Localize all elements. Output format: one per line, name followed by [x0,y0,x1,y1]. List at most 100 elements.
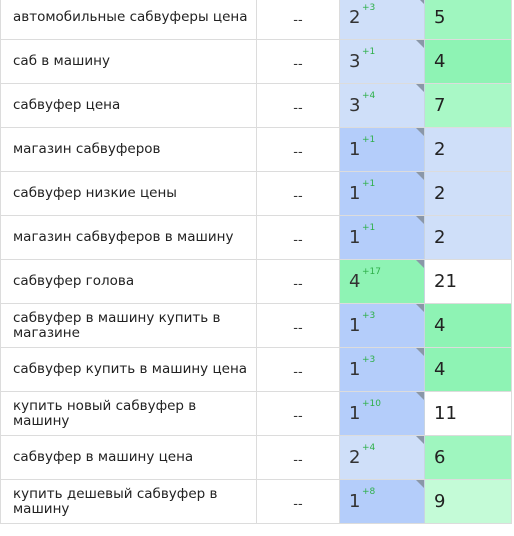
value-cell: 9 [425,480,512,523]
value-cell: 21 [425,260,512,303]
query-text: сабвуфер в машину цена [13,449,194,465]
query-cell: сабвуфер в машину купить в магазине [0,304,257,347]
table-row: сабвуфер низкие цены -- 1 +1 2 [0,172,512,216]
triangle-corner-icon[interactable] [416,436,424,444]
table-row: сабвуфер цена -- 3 +4 7 [0,84,512,128]
position-cell[interactable]: 1 +3 [340,304,425,347]
triangle-corner-icon[interactable] [416,348,424,356]
table-row: сабвуфер купить в машину цена -- 1 +3 4 [0,348,512,392]
query-cell: купить дешевый сабвуфер в машину [0,480,257,523]
table-row: сабвуфер в машину купить в магазине -- 1 +3… [0,304,512,348]
value-cell: 4 [425,40,512,83]
position-delta: +17 [362,267,381,277]
triangle-corner-icon[interactable] [416,260,424,268]
query-cell: автомобильные сабвуферы цена [0,0,257,39]
position-cell[interactable]: 2 +3 [340,0,425,39]
position-cell[interactable]: 1 +8 [340,480,425,523]
query-text: саб в машину [13,53,110,69]
empty-value-cell: -- [257,216,340,259]
query-text: сабвуфер цена [13,97,121,113]
query-text: сабвуфер низкие цены [13,185,177,201]
triangle-corner-icon[interactable] [416,40,424,48]
empty-value-text: -- [293,497,303,512]
table-row: купить дешевый сабвуфер в машину -- 1 +8 9 [0,480,512,524]
position-cell[interactable]: 1 +1 [340,216,425,259]
position-cell[interactable]: 1 +1 [340,172,425,215]
position-value: 1 [349,227,361,248]
empty-value-cell: -- [257,436,340,479]
position-cell[interactable]: 1 +10 [340,392,425,435]
query-cell: магазин сабвуферов [0,128,257,171]
position-delta: +1 [362,135,376,145]
position-value: 2 [349,7,361,28]
position-value: 1 [349,315,361,336]
position-cell[interactable]: 3 +1 [340,40,425,83]
table-row: сабвуфер в машину цена -- 2 +4 6 [0,436,512,480]
query-text: купить дешевый сабвуфер в машину [13,485,218,517]
position-cell[interactable]: 3 +4 [340,84,425,127]
position-delta: +10 [362,399,381,409]
query-text: магазин сабвуферов [13,141,161,157]
position-value: 2 [349,447,361,468]
value-number: 2 [434,139,446,160]
query-cell: сабвуфер в машину цена [0,436,257,479]
empty-value-text: -- [293,189,303,204]
empty-value-cell: -- [257,84,340,127]
empty-value-text: -- [293,101,303,116]
empty-value-cell: -- [257,40,340,83]
table-row: купить новый сабвуфер в машину -- 1 +10 11 [0,392,512,436]
value-number: 9 [434,491,446,512]
position-delta: +3 [362,355,376,365]
triangle-corner-icon[interactable] [416,304,424,312]
table-row: саб в машину -- 3 +1 4 [0,40,512,84]
value-number: 4 [434,51,446,72]
value-cell: 2 [425,172,512,215]
value-number: 4 [434,315,446,336]
value-number: 11 [434,403,457,424]
value-cell: 2 [425,128,512,171]
empty-value-text: -- [293,365,303,380]
position-delta: +1 [362,179,376,189]
value-number: 2 [434,183,446,204]
table-row: магазин сабвуферов в машину -- 1 +1 2 [0,216,512,260]
query-text: магазин сабвуферов в машину [13,229,234,245]
position-cell[interactable]: 1 +1 [340,128,425,171]
position-value: 1 [349,359,361,380]
empty-value-text: -- [293,409,303,424]
position-cell[interactable]: 4 +17 [340,260,425,303]
position-value: 1 [349,403,361,424]
query-text: сабвуфер голова [13,273,135,289]
empty-value-text: -- [293,145,303,160]
triangle-corner-icon[interactable] [416,480,424,488]
empty-value-cell: -- [257,172,340,215]
position-delta: +3 [362,311,376,321]
query-cell: сабвуфер голова [0,260,257,303]
query-cell: сабвуфер цена [0,84,257,127]
triangle-corner-icon[interactable] [416,128,424,136]
position-cell[interactable]: 2 +4 [340,436,425,479]
table-row: автомобильные сабвуферы цена -- 2 +3 5 [0,0,512,40]
empty-value-cell: -- [257,304,340,347]
table-row: магазин сабвуферов -- 1 +1 2 [0,128,512,172]
position-delta: +4 [362,91,376,101]
value-cell: 2 [425,216,512,259]
position-cell[interactable]: 1 +3 [340,348,425,391]
triangle-corner-icon[interactable] [416,392,424,400]
value-cell: 7 [425,84,512,127]
position-value: 1 [349,139,361,160]
value-cell: 11 [425,392,512,435]
position-delta: +3 [362,3,376,13]
triangle-corner-icon[interactable] [416,172,424,180]
value-cell: 4 [425,348,512,391]
triangle-corner-icon[interactable] [416,0,424,4]
value-number: 4 [434,359,446,380]
value-number: 21 [434,271,457,292]
query-cell: сабвуфер купить в машину цена [0,348,257,391]
query-cell: магазин сабвуферов в машину [0,216,257,259]
empty-value-cell: -- [257,260,340,303]
empty-value-text: -- [293,57,303,72]
triangle-corner-icon[interactable] [416,216,424,224]
value-cell: 6 [425,436,512,479]
triangle-corner-icon[interactable] [416,84,424,92]
position-value: 3 [349,95,361,116]
